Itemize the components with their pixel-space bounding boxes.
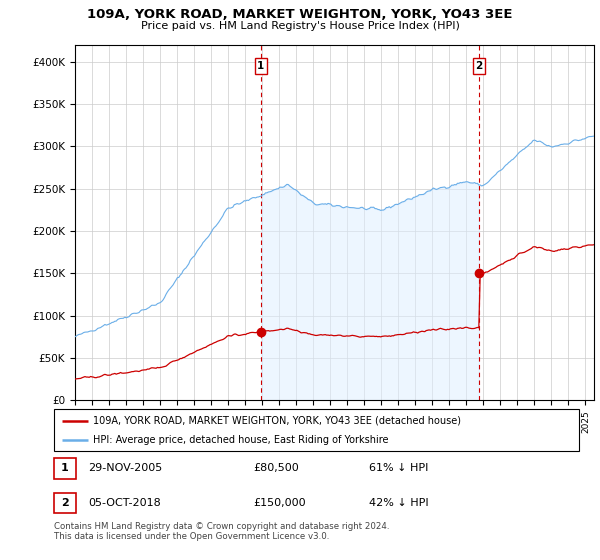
Text: Contains HM Land Registry data © Crown copyright and database right 2024.
This d: Contains HM Land Registry data © Crown c… [54, 522, 389, 542]
Text: 2: 2 [476, 61, 483, 71]
Bar [54, 458, 76, 479]
Text: 61% ↓ HPI: 61% ↓ HPI [369, 464, 428, 473]
Text: 2: 2 [61, 498, 69, 508]
Text: 109A, YORK ROAD, MARKET WEIGHTON, YORK, YO43 3EE: 109A, YORK ROAD, MARKET WEIGHTON, YORK, … [87, 8, 513, 21]
Text: 1: 1 [61, 464, 69, 473]
Text: 109A, YORK ROAD, MARKET WEIGHTON, YORK, YO43 3EE (detached house): 109A, YORK ROAD, MARKET WEIGHTON, YORK, … [94, 416, 461, 426]
Text: 42% ↓ HPI: 42% ↓ HPI [369, 498, 428, 508]
Text: Price paid vs. HM Land Registry's House Price Index (HPI): Price paid vs. HM Land Registry's House … [140, 21, 460, 31]
Text: 05-OCT-2018: 05-OCT-2018 [88, 498, 161, 508]
Text: 1: 1 [257, 61, 265, 71]
Text: £80,500: £80,500 [254, 464, 299, 473]
Text: £150,000: £150,000 [254, 498, 306, 508]
Bar [54, 493, 76, 514]
Text: 29-NOV-2005: 29-NOV-2005 [88, 464, 163, 473]
Text: HPI: Average price, detached house, East Riding of Yorkshire: HPI: Average price, detached house, East… [94, 435, 389, 445]
